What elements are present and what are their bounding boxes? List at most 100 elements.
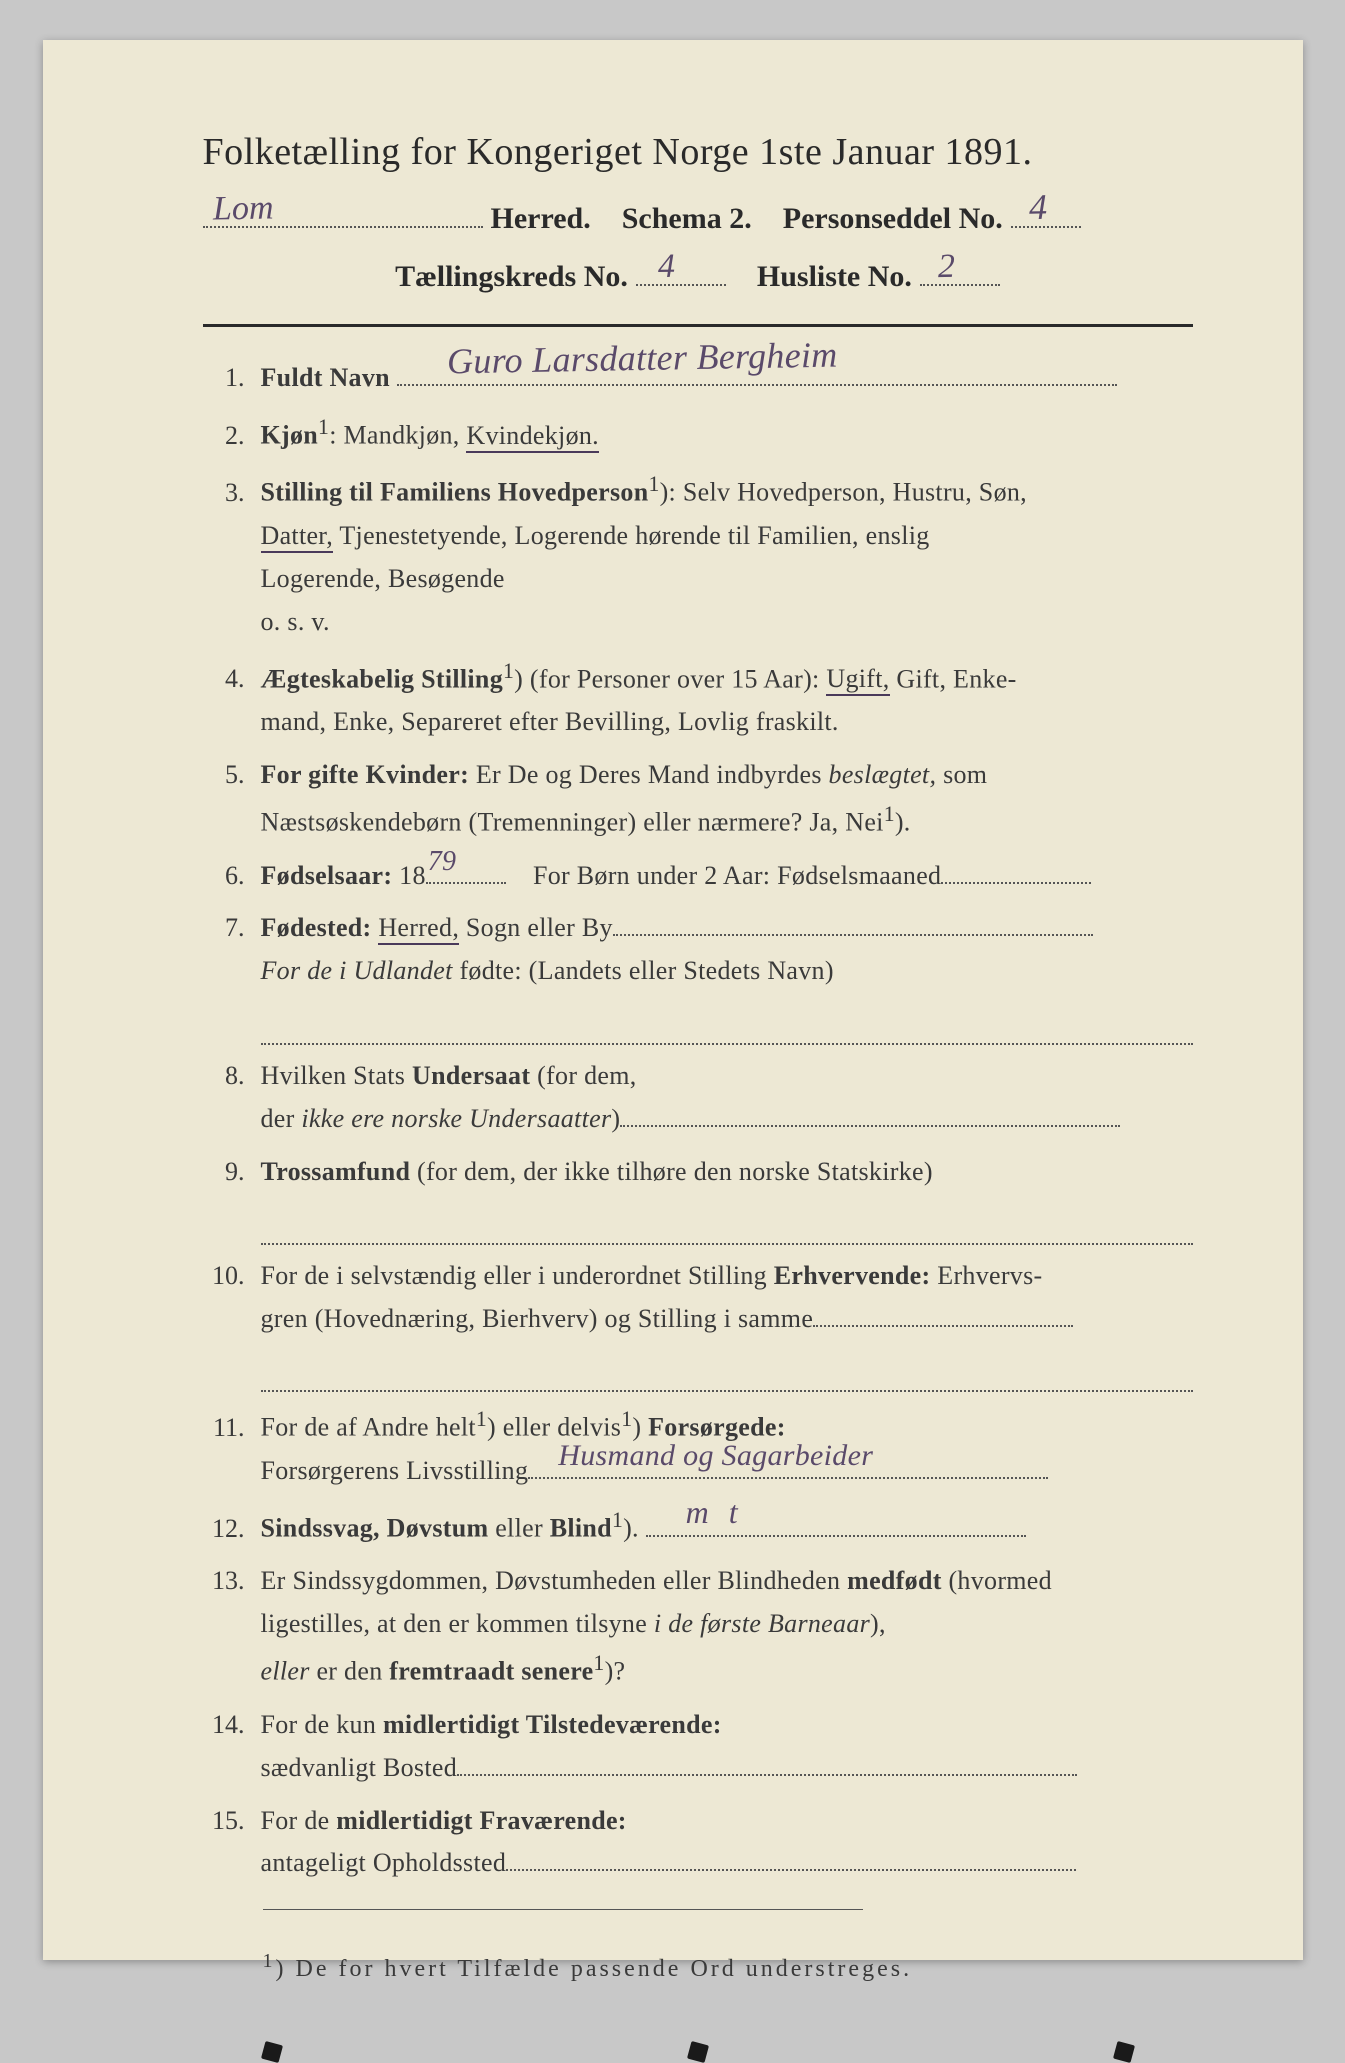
text: Er De og Deres Mand indbyrdes [469,760,829,789]
kvindekjon-underlined: Kvindekjøn. [466,421,599,453]
text: Gift, Enke- [890,664,1017,693]
item-num: 7. [203,907,261,950]
text: er den [310,1657,390,1686]
label-tilstedev: midlertidigt Tilstedeværende: [383,1710,722,1739]
text: ). [623,1514,639,1543]
item-content: Trossamfund (for dem, der ikke tilhøre d… [261,1151,1193,1194]
item-num: 9. [203,1151,261,1194]
item-6: 6. Fødselsaar: 1879 For Børn under 2 Aar… [203,855,1193,898]
taellingskreds-value: 4 [658,248,676,286]
text: fødte: (Landets eller Stedets Navn) [453,956,834,985]
hole-icon [686,2041,708,2063]
text: ) (for Personer over 15 Aar): [514,664,826,693]
label-stilling: Stilling til Familiens Hovedperson [261,478,649,507]
item-num: 12. [203,1508,261,1551]
italic: i de første Barneaar [654,1609,870,1638]
livsstilling-field: Husmand og Sagarbeider [528,1453,1048,1479]
label-aegteskab: Ægteskabelig Stilling [261,664,504,693]
footnote-marker: 1 [263,1950,276,1972]
text: der [261,1104,302,1133]
livsstilling-value: Husmand og Sagarbeider [558,1431,873,1481]
form-items: 1. Fuldt Navn Guro Larsdatter Bergheim 2… [203,357,1193,1885]
form-header: Folketælling for Kongeriget Norge 1ste J… [203,130,1193,294]
label-undersaat: Undersaat [412,1061,530,1090]
text: : Mandkjøn, [329,421,466,450]
sup: 1 [884,802,895,826]
footnote-text: ) De for hvert Tilfælde passende Ord und… [276,1956,913,1982]
hole-icon [260,2041,282,2063]
label-fodested: Fødested: [261,913,372,942]
item-num: 13. [203,1560,261,1603]
item-content: Fødselsaar: 1879 For Børn under 2 Aar: F… [261,855,1193,898]
label-gifte-kvinder: For gifte Kvinder: [261,760,470,789]
husliste-label: Husliste No. [757,260,912,294]
label-medfodt: medfødt [847,1566,942,1595]
sup: 1 [318,415,329,439]
undersaat-field [620,1101,1120,1127]
item-10: 10. For de i selvstændig eller i underor… [203,1255,1193,1341]
sup: 1 [476,1407,487,1431]
schema-label: Schema 2. [622,202,752,236]
blank-line [261,1003,1193,1045]
label-fuldt-navn: Fuldt Navn [261,363,390,392]
item-3: 3. Stilling til Familiens Hovedperson1):… [203,467,1193,643]
census-form-page: Folketælling for Kongeriget Norge 1ste J… [43,40,1303,1960]
footnote: 1) De for hvert Tilfælde passende Ord un… [263,1950,1193,1983]
form-title: Folketælling for Kongeriget Norge 1ste J… [203,130,1193,174]
sup: 1 [621,1407,632,1431]
header-line-2: Lom Herred. Schema 2. Personseddel No. 4 [203,192,1193,236]
text: gren (Hovednæring, Bierhverv) og Stillin… [261,1304,814,1333]
herred-value: Lom [212,189,273,228]
taellingskreds-field: 4 [636,250,726,286]
item-num: 15. [203,1800,261,1843]
label-erhvervende: Erhvervende: [774,1261,931,1290]
item-1: 1. Fuldt Navn Guro Larsdatter Bergheim [203,357,1193,400]
text: (hvormed [942,1566,1052,1595]
item-content: Hvilken Stats Undersaat (for dem, der ik… [261,1055,1193,1141]
year-prefix: 18 [392,861,425,890]
blank-line [261,1351,1193,1393]
item-num: 14. [203,1704,261,1747]
item-content: Stilling til Familiens Hovedperson1): Se… [261,467,1193,643]
text: ligestilles, at den er kommen tilsyne [261,1609,654,1638]
herred-label: Herred. [491,202,591,236]
label-kjon: Kjøn [261,421,319,450]
item-content: Er Sindssygdommen, Døvstumheden eller Bl… [261,1560,1193,1693]
text: eller [488,1514,549,1543]
herred-underlined: Herred, [378,913,459,945]
text: For de i Udlandet [261,956,453,985]
ugift-underlined: Ugift, [826,664,889,696]
item-11: 11. For de af Andre helt1) eller delvis1… [203,1402,1193,1492]
label-fremtraadt: fremtraadt senere [389,1657,593,1686]
text: som [936,760,987,789]
hole-icon [1112,2041,1134,2063]
herred-field: Lom [203,192,483,228]
text: Erhvervs- [930,1261,1042,1290]
text: Næstsøskendebørn (Tremenninger) eller næ… [261,808,884,837]
item-num: 11. [203,1407,261,1450]
opholdssted-field [506,1845,1076,1871]
text: sædvanligt Bosted [261,1753,458,1782]
italic: beslægtet, [829,760,937,789]
item-5: 5. For gifte Kvinder: Er De og Deres Man… [203,754,1193,844]
name-field: Guro Larsdatter Bergheim [397,360,1117,386]
item-num: 5. [203,754,261,797]
month-field [941,858,1091,884]
text: Hvilken Stats [261,1061,413,1090]
footnote-rule [263,1909,863,1910]
personseddel-field: 4 [1011,192,1081,228]
item-2: 2. Kjøn1: Mandkjøn, Kvindekjøn. [203,410,1193,458]
text: Sogn eller By [459,913,613,942]
text: ): Selv Hovedperson, Hustru, Søn, [660,478,1027,507]
birthplace-field [613,910,1093,936]
text: For de kun [261,1710,383,1739]
text: ), [870,1609,886,1638]
item-7: 7. Fødested: Herred, Sogn eller By For d… [203,907,1193,993]
text: For de [261,1806,337,1835]
item-12: 12. Sindssvag, Døvstum eller Blind1). m … [203,1503,1193,1551]
personseddel-label: Personseddel No. [783,202,1003,236]
item-15: 15. For de midlertidigt Fraværende: anta… [203,1800,1193,1886]
item-8: 8. Hvilken Stats Undersaat (for dem, der… [203,1055,1193,1141]
husliste-value: 2 [938,248,956,286]
blank-line [261,1203,1193,1245]
